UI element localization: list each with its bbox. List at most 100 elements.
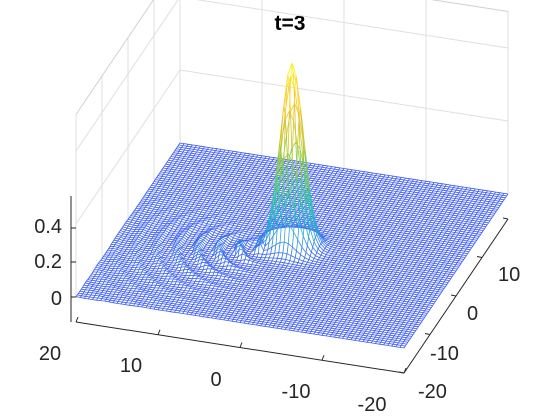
mesh-line [461, 188, 466, 190]
mesh-line [340, 180, 345, 182]
mesh-line [409, 184, 414, 187]
mesh-line [357, 202, 362, 204]
mesh-line [172, 173, 177, 175]
mesh-line [394, 186, 400, 189]
mesh-line [452, 214, 458, 217]
mesh-line [228, 165, 233, 167]
mesh-line [356, 189, 362, 191]
mesh-line [353, 214, 358, 216]
mesh-line [428, 183, 433, 185]
mesh-line [395, 178, 401, 180]
mesh-line [216, 175, 221, 178]
mesh-line [315, 176, 320, 178]
mesh-line [221, 195, 226, 198]
mesh-line [358, 234, 363, 236]
mesh-line [227, 173, 232, 175]
mesh-line [224, 164, 229, 166]
mesh-line [425, 242, 430, 244]
mesh-line [364, 211, 369, 214]
mesh-line [462, 214, 467, 216]
mesh-line [404, 179, 409, 181]
mesh-line [420, 209, 425, 212]
mesh-line [184, 149, 189, 152]
mesh-line [213, 179, 218, 182]
mesh-line [259, 199, 264, 201]
mesh-line [189, 148, 194, 150]
mesh-line [410, 203, 415, 206]
mesh-line [191, 178, 197, 180]
mesh-line [308, 166, 313, 169]
mesh-line [444, 219, 450, 222]
mesh-line [426, 193, 431, 196]
mesh-line [342, 223, 348, 225]
mesh-line [265, 183, 270, 185]
mesh-line [471, 241, 476, 243]
mesh-line [479, 195, 484, 197]
mesh-line [160, 171, 165, 173]
mesh-line [388, 189, 393, 192]
mesh-line [418, 205, 423, 207]
mesh-line [465, 236, 470, 238]
mesh-line [494, 200, 499, 202]
mesh-line [195, 172, 201, 175]
mesh-line [386, 191, 392, 194]
mesh-line [452, 189, 457, 191]
mesh-line [199, 194, 204, 196]
mesh-line [171, 188, 177, 190]
mesh-line [370, 195, 375, 198]
mesh-line [348, 215, 353, 217]
mesh-line [216, 195, 222, 197]
mesh-line [191, 152, 196, 155]
mesh-line [169, 170, 175, 173]
mesh-line [249, 206, 255, 209]
mesh-line [373, 198, 378, 200]
mesh-line [450, 218, 455, 221]
mesh-line [200, 192, 205, 194]
mesh-line [198, 156, 203, 158]
mesh-line [366, 207, 372, 210]
mesh-line [168, 200, 173, 202]
mesh-line [335, 173, 341, 175]
mesh-line [210, 158, 215, 160]
mesh-line [404, 220, 409, 222]
mesh-line [342, 216, 347, 219]
mesh-line [469, 230, 474, 232]
mesh-line [354, 199, 359, 201]
mesh-line [267, 200, 272, 203]
mesh-line [195, 159, 200, 162]
mesh-line [188, 203, 193, 205]
mesh-line [164, 199, 169, 202]
mesh-line [179, 176, 184, 178]
mesh-line [250, 185, 255, 187]
mesh-line [339, 188, 344, 191]
mesh-line [389, 234, 394, 237]
mesh-line [389, 221, 394, 224]
mesh-line [342, 176, 348, 178]
mesh-line [398, 187, 404, 189]
mesh-line [317, 200, 322, 202]
mesh-line [198, 175, 203, 177]
mesh-line [194, 174, 199, 177]
mesh-line [251, 211, 256, 213]
mesh-line [409, 231, 415, 233]
mesh-line [171, 168, 176, 171]
mesh-line [466, 248, 471, 251]
mesh-line [352, 175, 357, 178]
mesh-line [343, 189, 348, 191]
mesh-line [255, 218, 260, 220]
mesh-line [199, 147, 204, 150]
mesh-line [432, 224, 437, 226]
mesh-line [425, 208, 430, 210]
mesh-line [228, 205, 233, 207]
mesh-line [449, 233, 454, 235]
mesh-line [176, 161, 181, 163]
mesh-line [339, 201, 344, 203]
mesh-line [433, 196, 438, 199]
mesh-line [329, 195, 335, 198]
mesh-line [362, 181, 367, 183]
mesh-line [184, 202, 189, 205]
mesh-line [213, 186, 219, 188]
mesh-line [459, 245, 464, 247]
mesh-line [209, 179, 214, 181]
mesh-line [276, 221, 281, 223]
